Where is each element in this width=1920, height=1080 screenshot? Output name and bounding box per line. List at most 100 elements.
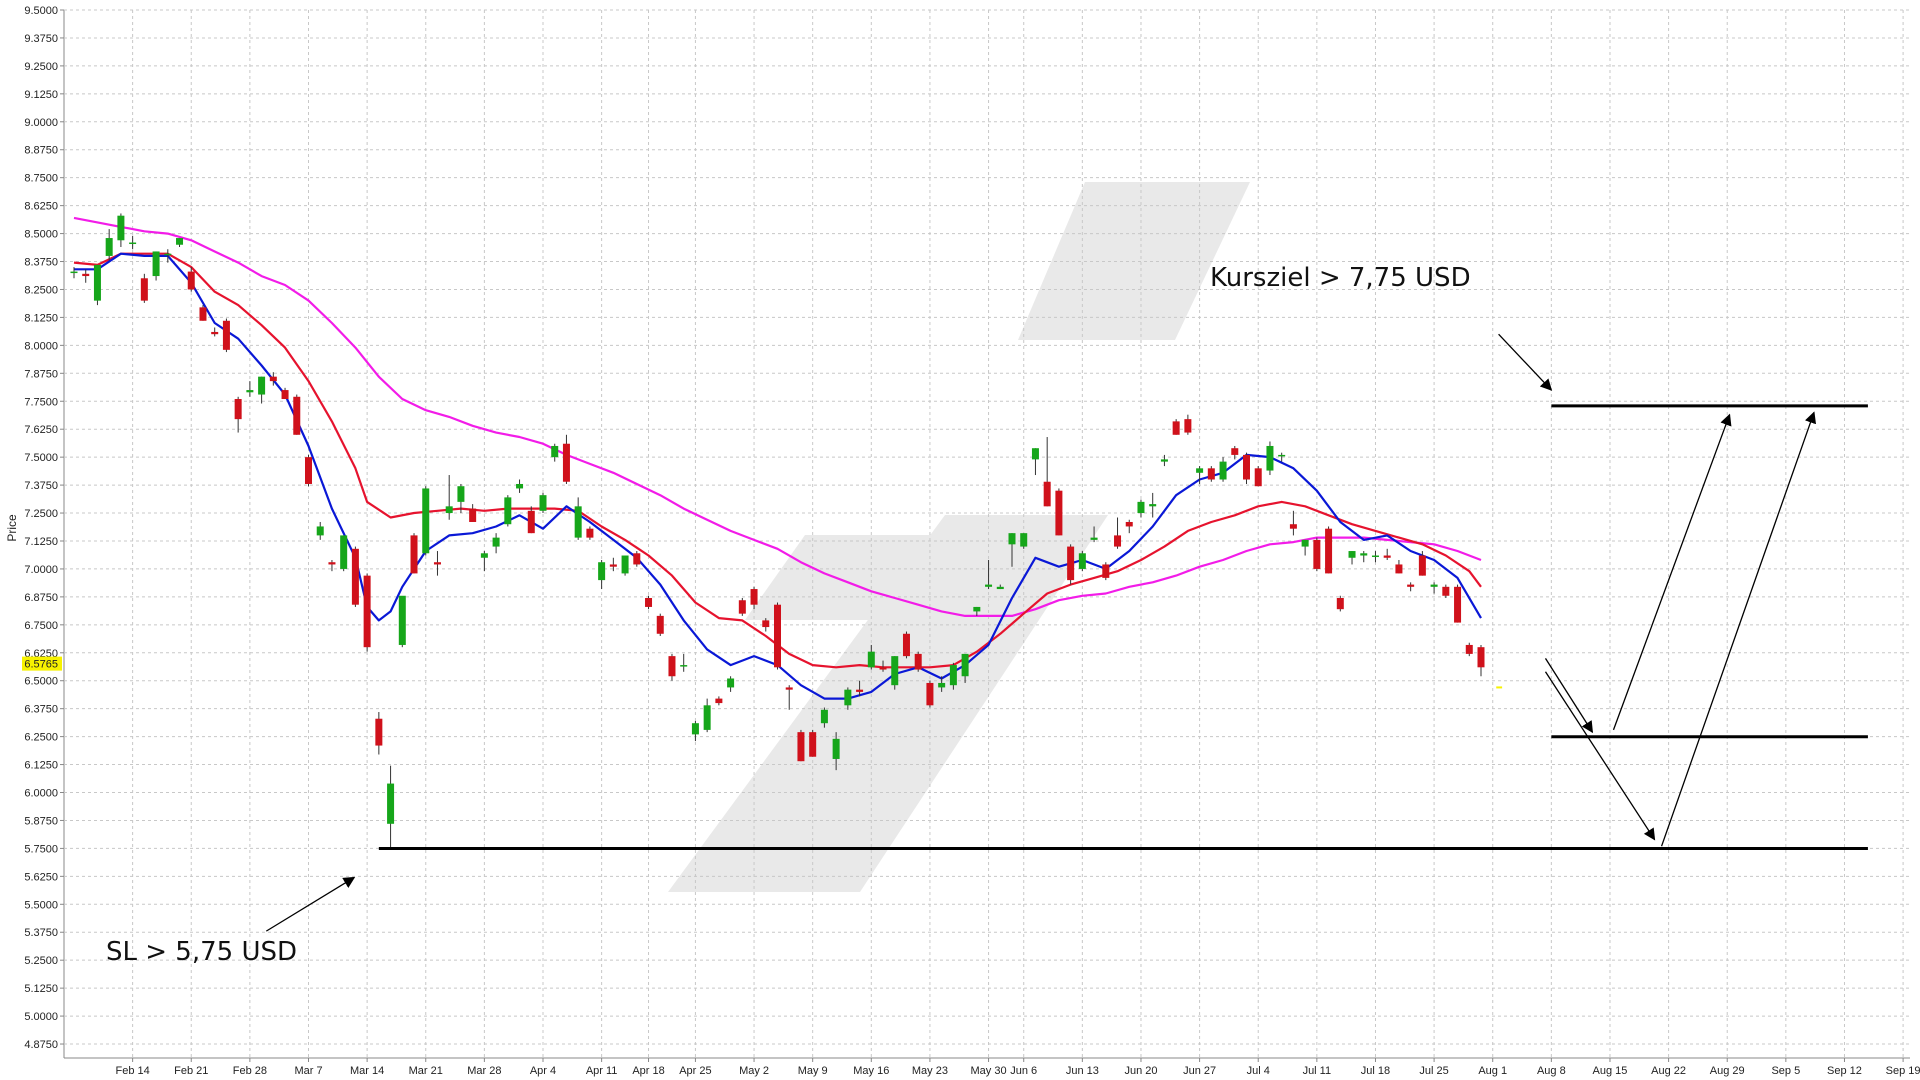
x-tick-label: Jul 25: [1419, 1065, 1448, 1077]
y-tick-label: 4.8750: [24, 1039, 58, 1051]
arrow-mid-to-target: [1612, 413, 1732, 731]
candle: [469, 504, 477, 522]
candle-body: [387, 783, 395, 824]
x-tick-label: Jul 11: [1303, 1065, 1332, 1077]
candle: [1207, 466, 1215, 482]
candle: [586, 526, 594, 540]
candle-body: [797, 732, 805, 762]
candle-body: [551, 445, 559, 458]
x-tick-label: Apr 11: [586, 1065, 618, 1077]
y-tick-label: 9.1250: [24, 89, 58, 101]
candle: [410, 533, 418, 574]
candle-body: [1465, 644, 1473, 654]
candle: [949, 662, 957, 690]
candle-body: [1008, 533, 1016, 545]
candle-body: [715, 698, 723, 704]
x-tick-label: Aug 29: [1710, 1065, 1745, 1077]
y-tick-label: 5.6250: [24, 871, 58, 883]
candle: [1114, 517, 1122, 549]
candle-body: [598, 562, 606, 581]
x-tick-label: Jul 4: [1247, 1065, 1270, 1077]
candle-body: [891, 656, 899, 686]
candle: [844, 687, 852, 710]
candle-body: [856, 689, 864, 692]
current-price-highlight: [22, 656, 62, 671]
candle-body: [293, 396, 301, 435]
candle: [1301, 539, 1309, 556]
candle: [879, 660, 887, 672]
candle: [1371, 551, 1379, 563]
candle-body: [176, 238, 184, 245]
annotation-arrows: [265, 333, 1817, 932]
candle-body: [469, 508, 477, 522]
candle-body: [152, 251, 160, 277]
y-tick-label: 7.5000: [24, 452, 58, 464]
candle-body: [105, 238, 113, 256]
candle-body: [211, 331, 219, 335]
candle: [1348, 551, 1356, 565]
candle-body: [1043, 481, 1051, 507]
y-tick-label: 8.1250: [24, 312, 58, 324]
x-tick-label: Mar 14: [350, 1065, 384, 1077]
candle: [1090, 526, 1098, 543]
x-tick-label: Jun 6: [1010, 1065, 1037, 1077]
candle: [645, 595, 653, 610]
y-tick-label: 7.8750: [24, 368, 58, 380]
candle-body: [1243, 454, 1250, 480]
y-tick-label: 9.0000: [24, 117, 58, 129]
y-tick-label: 5.2500: [24, 955, 58, 967]
candle-body: [422, 488, 430, 554]
candle: [1172, 419, 1180, 435]
candle: [738, 597, 746, 616]
candle-body: [1278, 454, 1286, 457]
candle-body: [222, 320, 230, 350]
candle-body: [1313, 539, 1321, 569]
x-tick-label: May 9: [798, 1065, 828, 1077]
candle: [1442, 584, 1450, 598]
candle: [809, 729, 817, 757]
candle: [328, 559, 336, 572]
candle: [1102, 562, 1110, 581]
candle: [1243, 452, 1250, 484]
candle: [961, 653, 969, 683]
candle-body: [668, 656, 676, 677]
candle-body: [70, 271, 78, 274]
x-tick-label: Mar 7: [294, 1065, 322, 1077]
candle: [832, 732, 840, 771]
candle-body: [492, 537, 500, 547]
candle-body: [398, 595, 406, 645]
y-tick-label: 6.8750: [24, 592, 58, 604]
candle: [82, 269, 90, 283]
x-tick-label: Aug 22: [1651, 1065, 1686, 1077]
y-tick-label: 6.7500: [24, 620, 58, 632]
candle: [797, 729, 805, 762]
target-annotation: Kursziel > 7,75 USD: [1210, 263, 1471, 293]
x-tick-label: May 23: [912, 1065, 948, 1077]
candle-body: [1055, 490, 1063, 536]
y-axis-label: Price: [5, 514, 19, 542]
candle-body: [1254, 468, 1262, 487]
candle: [762, 618, 770, 632]
candle: [902, 631, 910, 659]
candle-body: [621, 555, 629, 574]
candle: [1465, 642, 1473, 657]
candle-body: [1383, 555, 1391, 558]
candle-body: [914, 653, 922, 670]
candle-body: [516, 483, 524, 489]
y-tick-label: 9.5000: [24, 5, 58, 17]
y-tick-label: 8.2500: [24, 284, 58, 296]
candle-body: [996, 586, 1004, 590]
watermark-shape-mid: [745, 535, 965, 620]
y-tick-label: 8.8750: [24, 145, 58, 157]
candle-body: [433, 562, 441, 565]
candle: [387, 765, 395, 849]
sma-magenta-line: [73, 216, 1482, 618]
candle-body: [1371, 555, 1379, 558]
price-levels: [378, 404, 1868, 851]
candle: [1383, 548, 1391, 560]
candle: [164, 249, 172, 263]
candle-body: [1078, 553, 1086, 569]
candle-body: [785, 687, 793, 690]
candle: [1055, 488, 1063, 536]
candlesticks: [70, 213, 1503, 849]
